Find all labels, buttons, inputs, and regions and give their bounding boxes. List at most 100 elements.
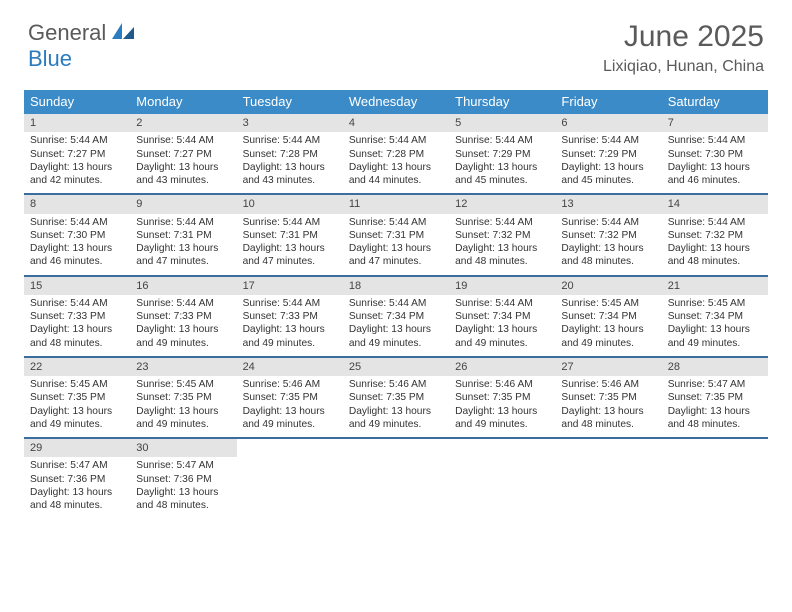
sunset-line: Sunset: 7:32 PM [668, 229, 764, 242]
sunrise-line: Sunrise: 5:44 AM [30, 297, 126, 310]
day-cell: 1Sunrise: 5:44 AMSunset: 7:27 PMDaylight… [24, 114, 130, 193]
day-number: 17 [237, 277, 343, 295]
day-content: Sunrise: 5:45 AMSunset: 7:35 PMDaylight:… [24, 376, 130, 437]
sunset-line: Sunset: 7:29 PM [455, 148, 551, 161]
daylight-line: Daylight: 13 hours and 49 minutes. [349, 323, 445, 350]
day-content: Sunrise: 5:44 AMSunset: 7:34 PMDaylight:… [343, 295, 449, 356]
day-content: Sunrise: 5:47 AMSunset: 7:35 PMDaylight:… [662, 376, 768, 437]
sunset-line: Sunset: 7:34 PM [455, 310, 551, 323]
day-cell: 14Sunrise: 5:44 AMSunset: 7:32 PMDayligh… [662, 195, 768, 274]
sunset-line: Sunset: 7:32 PM [561, 229, 657, 242]
daylight-line: Daylight: 13 hours and 48 minutes. [668, 242, 764, 269]
day-content: Sunrise: 5:44 AMSunset: 7:34 PMDaylight:… [449, 295, 555, 356]
daylight-line: Daylight: 13 hours and 49 minutes. [136, 405, 232, 432]
empty-cell [662, 439, 768, 518]
day-cell: 19Sunrise: 5:44 AMSunset: 7:34 PMDayligh… [449, 277, 555, 356]
day-content: Sunrise: 5:46 AMSunset: 7:35 PMDaylight:… [237, 376, 343, 437]
day-content: Sunrise: 5:44 AMSunset: 7:30 PMDaylight:… [662, 132, 768, 193]
daylight-line: Daylight: 13 hours and 49 minutes. [349, 405, 445, 432]
daylight-line: Daylight: 13 hours and 48 minutes. [561, 242, 657, 269]
day-cell: 13Sunrise: 5:44 AMSunset: 7:32 PMDayligh… [555, 195, 661, 274]
empty-cell [449, 439, 555, 518]
sunrise-line: Sunrise: 5:44 AM [455, 297, 551, 310]
sunrise-line: Sunrise: 5:46 AM [455, 378, 551, 391]
day-content: Sunrise: 5:46 AMSunset: 7:35 PMDaylight:… [343, 376, 449, 437]
logo-text-blue: Blue [28, 46, 72, 71]
day-content: Sunrise: 5:44 AMSunset: 7:31 PMDaylight:… [343, 214, 449, 275]
daylight-line: Daylight: 13 hours and 49 minutes. [136, 323, 232, 350]
daylight-line: Daylight: 13 hours and 49 minutes. [668, 323, 764, 350]
sunset-line: Sunset: 7:32 PM [455, 229, 551, 242]
day-cell: 26Sunrise: 5:46 AMSunset: 7:35 PMDayligh… [449, 358, 555, 437]
logo-text-general: General [28, 20, 106, 46]
day-cell: 16Sunrise: 5:44 AMSunset: 7:33 PMDayligh… [130, 277, 236, 356]
day-header: Sunday [24, 90, 130, 114]
sunrise-line: Sunrise: 5:44 AM [561, 134, 657, 147]
day-cell: 20Sunrise: 5:45 AMSunset: 7:34 PMDayligh… [555, 277, 661, 356]
sunset-line: Sunset: 7:30 PM [30, 229, 126, 242]
day-content: Sunrise: 5:44 AMSunset: 7:31 PMDaylight:… [130, 214, 236, 275]
day-cell: 30Sunrise: 5:47 AMSunset: 7:36 PMDayligh… [130, 439, 236, 518]
day-cell: 24Sunrise: 5:46 AMSunset: 7:35 PMDayligh… [237, 358, 343, 437]
daylight-line: Daylight: 13 hours and 46 minutes. [30, 242, 126, 269]
page-header: General June 2025 Lixiqiao, Hunan, China [0, 0, 792, 84]
week-row: 8Sunrise: 5:44 AMSunset: 7:30 PMDaylight… [24, 195, 768, 276]
day-number: 21 [662, 277, 768, 295]
day-content: Sunrise: 5:44 AMSunset: 7:33 PMDaylight:… [130, 295, 236, 356]
sunset-line: Sunset: 7:36 PM [136, 473, 232, 486]
daylight-line: Daylight: 13 hours and 47 minutes. [243, 242, 339, 269]
day-header-row: SundayMondayTuesdayWednesdayThursdayFrid… [24, 90, 768, 114]
day-number: 9 [130, 195, 236, 213]
day-number: 10 [237, 195, 343, 213]
empty-cell [343, 439, 449, 518]
sunset-line: Sunset: 7:35 PM [668, 391, 764, 404]
day-content: Sunrise: 5:44 AMSunset: 7:32 PMDaylight:… [449, 214, 555, 275]
day-cell: 29 Sunrise: 5:47 AMSunset: 7:36 PMDayligh… [24, 439, 130, 518]
day-cell: 9Sunrise: 5:44 AMSunset: 7:31 PMDaylight… [130, 195, 236, 274]
sunset-line: Sunset: 7:35 PM [136, 391, 232, 404]
daylight-line: Daylight: 13 hours and 49 minutes. [243, 323, 339, 350]
day-number: 16 [130, 277, 236, 295]
sunrise-line: Sunrise: 5:47 AM [30, 459, 126, 472]
day-number: 4 [343, 114, 449, 132]
sunrise-line: Sunrise: 5:47 AM [136, 459, 232, 472]
day-cell: 7Sunrise: 5:44 AMSunset: 7:30 PMDaylight… [662, 114, 768, 193]
sunrise-line: Sunrise: 5:44 AM [349, 297, 445, 310]
day-number: 29 [24, 439, 130, 457]
day-content: Sunrise: 5:44 AMSunset: 7:30 PMDaylight:… [24, 214, 130, 275]
daylight-line: Daylight: 13 hours and 48 minutes. [30, 486, 126, 513]
daylight-line: Daylight: 13 hours and 47 minutes. [136, 242, 232, 269]
sunset-line: Sunset: 7:35 PM [30, 391, 126, 404]
daylight-line: Daylight: 13 hours and 42 minutes. [30, 161, 126, 188]
day-number: 11 [343, 195, 449, 213]
sunrise-line: Sunrise: 5:45 AM [30, 378, 126, 391]
day-header: Thursday [449, 90, 555, 114]
day-number: 27 [555, 358, 661, 376]
day-number: 28 [662, 358, 768, 376]
day-cell: 18Sunrise: 5:44 AMSunset: 7:34 PMDayligh… [343, 277, 449, 356]
sunset-line: Sunset: 7:28 PM [349, 148, 445, 161]
day-content: Sunrise: 5:46 AMSunset: 7:35 PMDaylight:… [555, 376, 661, 437]
day-number: 25 [343, 358, 449, 376]
sunset-line: Sunset: 7:36 PM [30, 473, 126, 486]
sunset-line: Sunset: 7:31 PM [136, 229, 232, 242]
sunrise-line: Sunrise: 5:44 AM [243, 134, 339, 147]
sunset-line: Sunset: 7:31 PM [349, 229, 445, 242]
day-number: 7 [662, 114, 768, 132]
daylight-line: Daylight: 13 hours and 48 minutes. [30, 323, 126, 350]
day-content: Sunrise: 5:44 AMSunset: 7:28 PMDaylight:… [237, 132, 343, 193]
day-cell: 27Sunrise: 5:46 AMSunset: 7:35 PMDayligh… [555, 358, 661, 437]
sunrise-line: Sunrise: 5:44 AM [455, 134, 551, 147]
daylight-line: Daylight: 13 hours and 49 minutes. [30, 405, 126, 432]
sunset-line: Sunset: 7:30 PM [668, 148, 764, 161]
daylight-line: Daylight: 13 hours and 48 minutes. [455, 242, 551, 269]
day-number: 18 [343, 277, 449, 295]
day-cell: 2Sunrise: 5:44 AMSunset: 7:27 PMDaylight… [130, 114, 236, 193]
sunrise-line: Sunrise: 5:44 AM [243, 216, 339, 229]
logo-sail-icon [110, 21, 136, 46]
sunrise-line: Sunrise: 5:45 AM [668, 297, 764, 310]
sunrise-line: Sunrise: 5:45 AM [136, 378, 232, 391]
sunrise-line: Sunrise: 5:44 AM [455, 216, 551, 229]
day-number: 30 [130, 439, 236, 457]
day-header: Monday [130, 90, 236, 114]
